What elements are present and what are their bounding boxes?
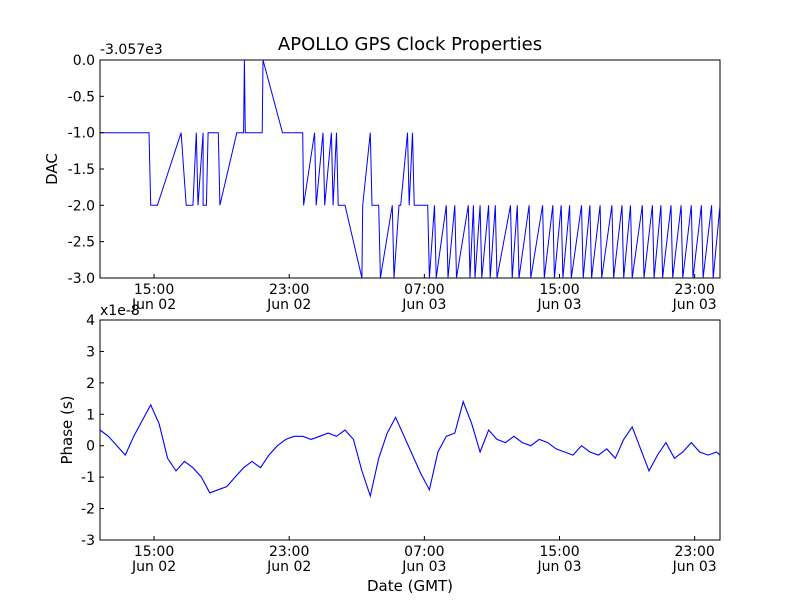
- top-x-tick-label-date: Jun 02: [131, 297, 176, 313]
- bottom-plot-frame: [99, 319, 721, 541]
- top-y-tick-label: -1.5: [68, 162, 95, 178]
- bottom-x-tick-label-date: Jun 02: [131, 559, 176, 575]
- top-y-tick-label: -2.0: [68, 198, 95, 214]
- bottom-x-tick-label-time: 23:00: [269, 544, 309, 560]
- bottom-offset-text: x1e-8: [100, 303, 140, 319]
- bottom-x-tick-label-date: Jun 03: [536, 559, 581, 575]
- top-x-tick-label-date: Jun 03: [536, 297, 581, 313]
- bottom-series-path: [99, 399, 721, 499]
- bottom-x-tick-label-time: 15:00: [134, 544, 174, 560]
- top-x-tick-label-time: 23:00: [674, 282, 714, 298]
- top-x-tick-label-time: 15:00: [134, 282, 174, 298]
- top-y-tick-label: -1.0: [68, 126, 95, 142]
- top-offset-text: -3.057e3: [100, 42, 163, 58]
- top-x-tick-label-time: 23:00: [269, 282, 309, 298]
- top-x-tick-label-time: 15:00: [539, 282, 579, 298]
- top-y-tick-label: 0.0: [73, 53, 95, 69]
- top-series-path: [100, 59, 721, 279]
- top-x-tick-label-date: Jun 03: [672, 297, 717, 313]
- bottom-x-tick-label-time: 15:00: [539, 544, 579, 560]
- top-y-tick-label: -0.5: [68, 89, 95, 105]
- bottom-y-tick-label: 1: [86, 407, 95, 423]
- bottom-x-tick-label-time: 23:00: [674, 544, 714, 560]
- top-x-tick-label-time: 07:00: [404, 282, 444, 298]
- top-series-line: [100, 59, 721, 279]
- x-axis-label: Date (GMT): [367, 577, 453, 595]
- bottom-y-tick-label: -1: [81, 470, 95, 486]
- bottom-y-tick-label: 2: [86, 376, 95, 392]
- bottom-y-axis-label: Phase (s): [58, 395, 76, 464]
- bottom-series-line: [99, 399, 721, 499]
- bottom-x-tick-label-time: 07:00: [404, 544, 444, 560]
- top-plot: -3.057e3 DAC 0.0 -0.5 -1.0 -1.5 -2.0 -2.5 -3.0…: [43, 42, 721, 313]
- bottom-y-tick-label: -2: [81, 502, 95, 518]
- bottom-y-tick-label: 4: [86, 313, 95, 329]
- bottom-y-tick-label: 0: [86, 439, 95, 455]
- top-y-tick-label: -3.0: [68, 271, 95, 287]
- chart-title: APOLLO GPS Clock Properties: [278, 34, 542, 55]
- bottom-y-tick-label: 3: [86, 344, 95, 360]
- top-y-axis-label: DAC: [43, 153, 61, 185]
- bottom-x-tick-label-date: Jun 02: [266, 559, 311, 575]
- bottom-x-tick-label-date: Jun 03: [401, 559, 446, 575]
- bottom-y-tick-label: -3: [81, 533, 95, 549]
- top-x-tick-label-date: Jun 02: [266, 297, 311, 313]
- bottom-x-tick-label-date: Jun 03: [672, 559, 717, 575]
- top-y-tick-label: -2.5: [68, 235, 95, 251]
- top-x-tick-label-date: Jun 03: [401, 297, 446, 313]
